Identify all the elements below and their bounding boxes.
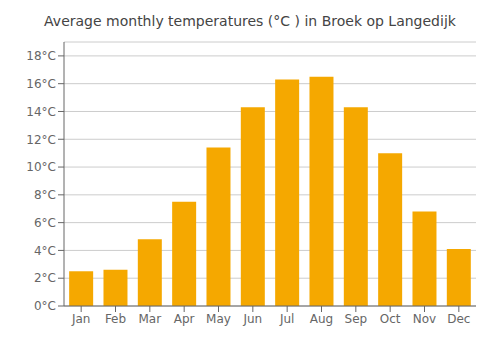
svg-text:May: May (206, 312, 231, 326)
svg-text:Jul: Jul (279, 312, 294, 326)
svg-text:Apr: Apr (174, 312, 195, 326)
svg-text:8°C: 8°C (34, 188, 56, 202)
svg-text:Aug: Aug (310, 312, 333, 326)
svg-text:12°C: 12°C (26, 133, 56, 147)
svg-text:Jun: Jun (242, 312, 262, 326)
svg-text:18°C: 18°C (26, 49, 56, 63)
html-text:Average monthly temperatures (: Average monthly temperatures (°C ) in Br… (44, 13, 456, 29)
svg-text:14°C: 14°C (26, 105, 56, 119)
svg-text:2°C: 2°C (34, 271, 56, 285)
svg-text:16°C: 16°C (26, 77, 56, 91)
svg-text:Mar: Mar (139, 312, 162, 326)
svg-text:Dec: Dec (447, 312, 470, 326)
svg-text:10°C: 10°C (26, 160, 56, 174)
svg-text:Jan: Jan (71, 312, 91, 326)
svg-text:Feb: Feb (105, 312, 126, 326)
svg-text:Oct: Oct (380, 312, 401, 326)
svg-text:0°C: 0°C (34, 299, 56, 313)
svg-text:4°C: 4°C (34, 244, 56, 258)
svg-text:Nov: Nov (413, 312, 436, 326)
svg-text:Sep: Sep (345, 312, 368, 326)
svg-text:6°C: 6°C (34, 216, 56, 230)
